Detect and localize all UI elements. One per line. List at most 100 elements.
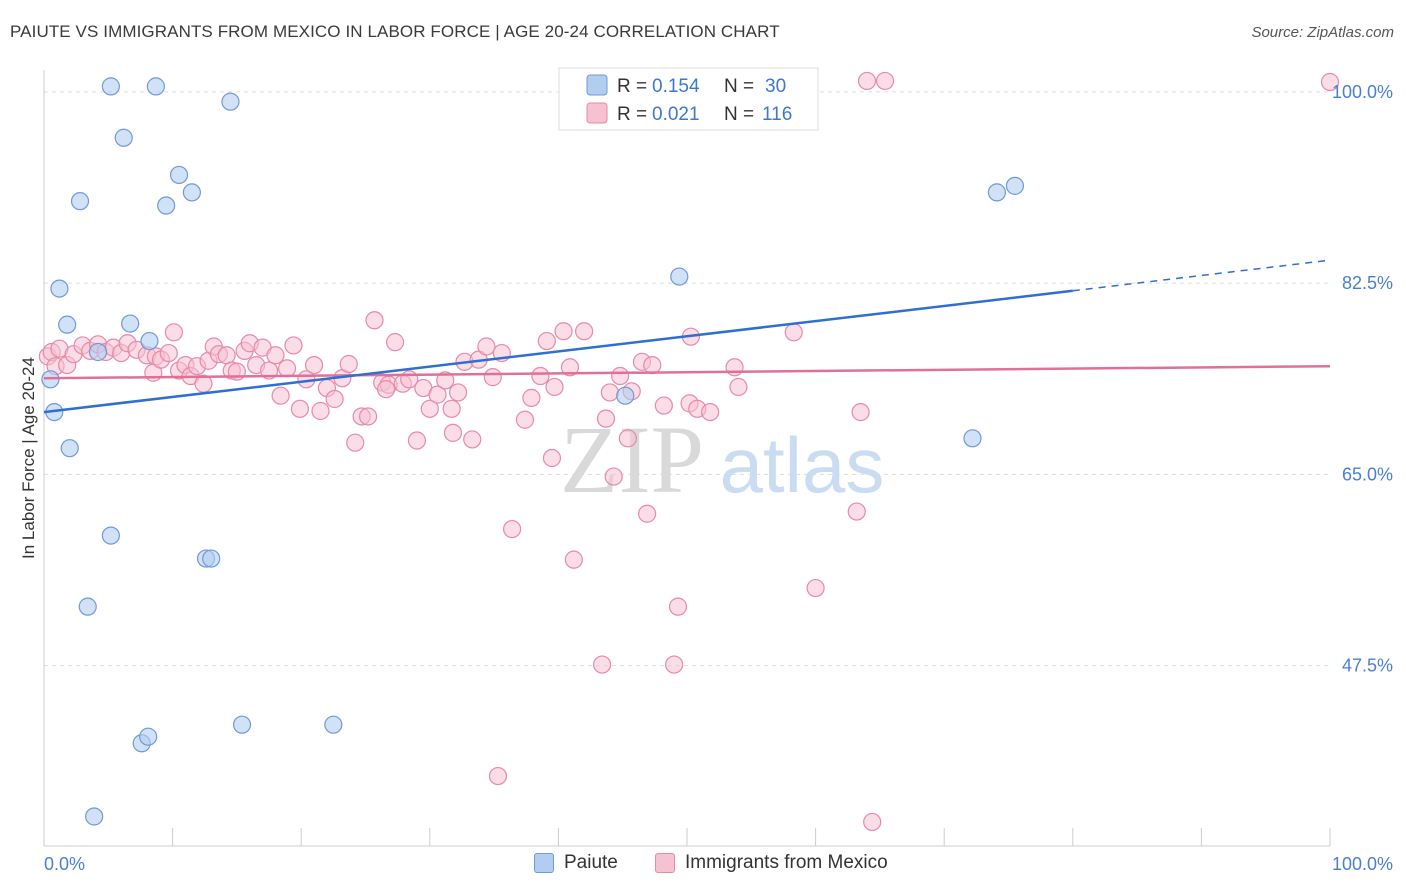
point-mexico bbox=[217, 346, 236, 365]
point-mexico bbox=[784, 323, 803, 342]
point-paiute bbox=[85, 807, 104, 826]
point-paiute bbox=[157, 196, 176, 215]
legend-paiute-r-value: 0.154 bbox=[652, 76, 700, 97]
legend-item-mexico[interactable]: Immigrants from Mexico bbox=[655, 852, 888, 874]
point-mexico bbox=[725, 358, 744, 377]
source-credit: Source: ZipAtlas.com bbox=[1251, 24, 1394, 41]
point-paiute bbox=[324, 715, 343, 734]
y-tick-label: 82.5% bbox=[1342, 273, 1393, 293]
point-mexico bbox=[522, 388, 541, 407]
point-mexico bbox=[545, 377, 564, 397]
point-paiute bbox=[232, 715, 252, 734]
point-mexico bbox=[407, 431, 427, 450]
x-tick-labels: 0.0% 100.0% bbox=[44, 854, 1393, 874]
point-mexico bbox=[339, 354, 358, 374]
point-mexico bbox=[477, 337, 496, 356]
legend-label-paiute: Paiute bbox=[564, 852, 618, 873]
point-mexico bbox=[515, 410, 535, 429]
point-mexico bbox=[701, 402, 720, 422]
trend-line-paiute bbox=[43, 289, 1073, 414]
point-mexico bbox=[729, 377, 748, 397]
point-mexico bbox=[503, 519, 522, 539]
point-mexico bbox=[346, 433, 365, 452]
point-mexico bbox=[259, 361, 279, 380]
watermark-atlas: atlas bbox=[720, 421, 885, 509]
point-mexico bbox=[554, 322, 573, 341]
point-paiute bbox=[202, 549, 221, 568]
point-mexico bbox=[604, 467, 623, 486]
point-mexico bbox=[611, 366, 630, 386]
watermark: ZIP atlas bbox=[560, 406, 884, 513]
point-paiute bbox=[78, 597, 97, 616]
point-paiute bbox=[963, 429, 982, 448]
point-paiute bbox=[169, 165, 189, 185]
legend-item-paiute[interactable]: Paiute bbox=[534, 852, 618, 874]
point-paiute bbox=[88, 342, 108, 362]
point-mexico bbox=[376, 380, 396, 399]
point-paiute bbox=[987, 183, 1007, 202]
axes bbox=[43, 70, 1331, 847]
series-paiute-points bbox=[41, 77, 1025, 826]
legend-top: R = 0.154 N = 30 R = 0.021 N = 116 bbox=[558, 67, 819, 131]
point-mexico bbox=[266, 346, 285, 365]
point-mexico bbox=[277, 359, 297, 378]
point-mexico bbox=[806, 578, 825, 598]
series-mexico-points bbox=[38, 71, 1340, 832]
point-mexico bbox=[564, 550, 583, 569]
point-mexico bbox=[600, 383, 619, 402]
point-paiute bbox=[101, 526, 120, 545]
point-mexico bbox=[428, 385, 447, 404]
x-tick-label-min: 0.0% bbox=[44, 854, 85, 874]
y-tick-label: 65.0% bbox=[1342, 464, 1393, 484]
point-mexico bbox=[385, 333, 405, 352]
point-mexico bbox=[537, 331, 556, 351]
point-paiute bbox=[670, 267, 689, 286]
point-mexico bbox=[575, 322, 594, 341]
legend-swatch-paiute bbox=[534, 853, 554, 873]
point-mexico bbox=[668, 597, 688, 616]
legend-paiute-n-label: N = bbox=[724, 76, 759, 97]
point-mexico bbox=[654, 396, 673, 415]
point-paiute bbox=[60, 439, 79, 458]
point-mexico bbox=[442, 399, 461, 418]
point-mexico bbox=[164, 323, 183, 342]
legend-mexico-n-value: 116 bbox=[762, 104, 792, 125]
y-tick-label: 100.0% bbox=[1332, 82, 1393, 102]
point-mexico bbox=[463, 430, 482, 449]
point-mexico bbox=[542, 448, 562, 468]
point-mexico bbox=[304, 355, 324, 375]
point-paiute bbox=[221, 92, 240, 111]
legend-paiute-n-value: 30 bbox=[765, 76, 786, 97]
point-mexico bbox=[851, 402, 870, 422]
point-mexico bbox=[596, 409, 616, 428]
trend-line-paiute-extension bbox=[1072, 259, 1331, 292]
point-mexico bbox=[863, 812, 882, 832]
point-paiute bbox=[101, 77, 120, 96]
point-mexico bbox=[311, 401, 330, 421]
chart-title: PAIUTE VS IMMIGRANTS FROM MEXICO IN LABO… bbox=[10, 22, 780, 41]
point-mexico bbox=[488, 766, 508, 786]
legend-mexico-r-value: 0.021 bbox=[652, 104, 700, 125]
point-paiute bbox=[114, 128, 133, 147]
point-mexico bbox=[159, 343, 178, 363]
point-mexico bbox=[638, 504, 657, 523]
y-tick-labels: 47.5% 65.0% 82.5% 100.0% bbox=[1332, 82, 1393, 676]
point-paiute bbox=[139, 727, 158, 746]
point-mexico bbox=[420, 399, 439, 418]
point-mexico bbox=[847, 502, 866, 521]
legend-mexico-r-label: R = bbox=[617, 104, 652, 125]
x-tick-label-max: 100.0% bbox=[1332, 854, 1393, 874]
point-paiute bbox=[182, 183, 201, 202]
point-mexico bbox=[436, 371, 455, 390]
point-mexico bbox=[365, 311, 384, 330]
point-mexico bbox=[1320, 72, 1340, 92]
legend-mexico-n-label: N = bbox=[724, 104, 759, 125]
legend-swatch-mexico bbox=[655, 853, 675, 873]
legend-paiute-r-label: R = bbox=[617, 76, 652, 97]
point-mexico bbox=[857, 71, 877, 91]
trend-line-mexico bbox=[43, 364, 1331, 380]
point-mexico bbox=[358, 407, 378, 426]
point-paiute bbox=[146, 77, 165, 96]
point-mexico bbox=[665, 655, 684, 674]
